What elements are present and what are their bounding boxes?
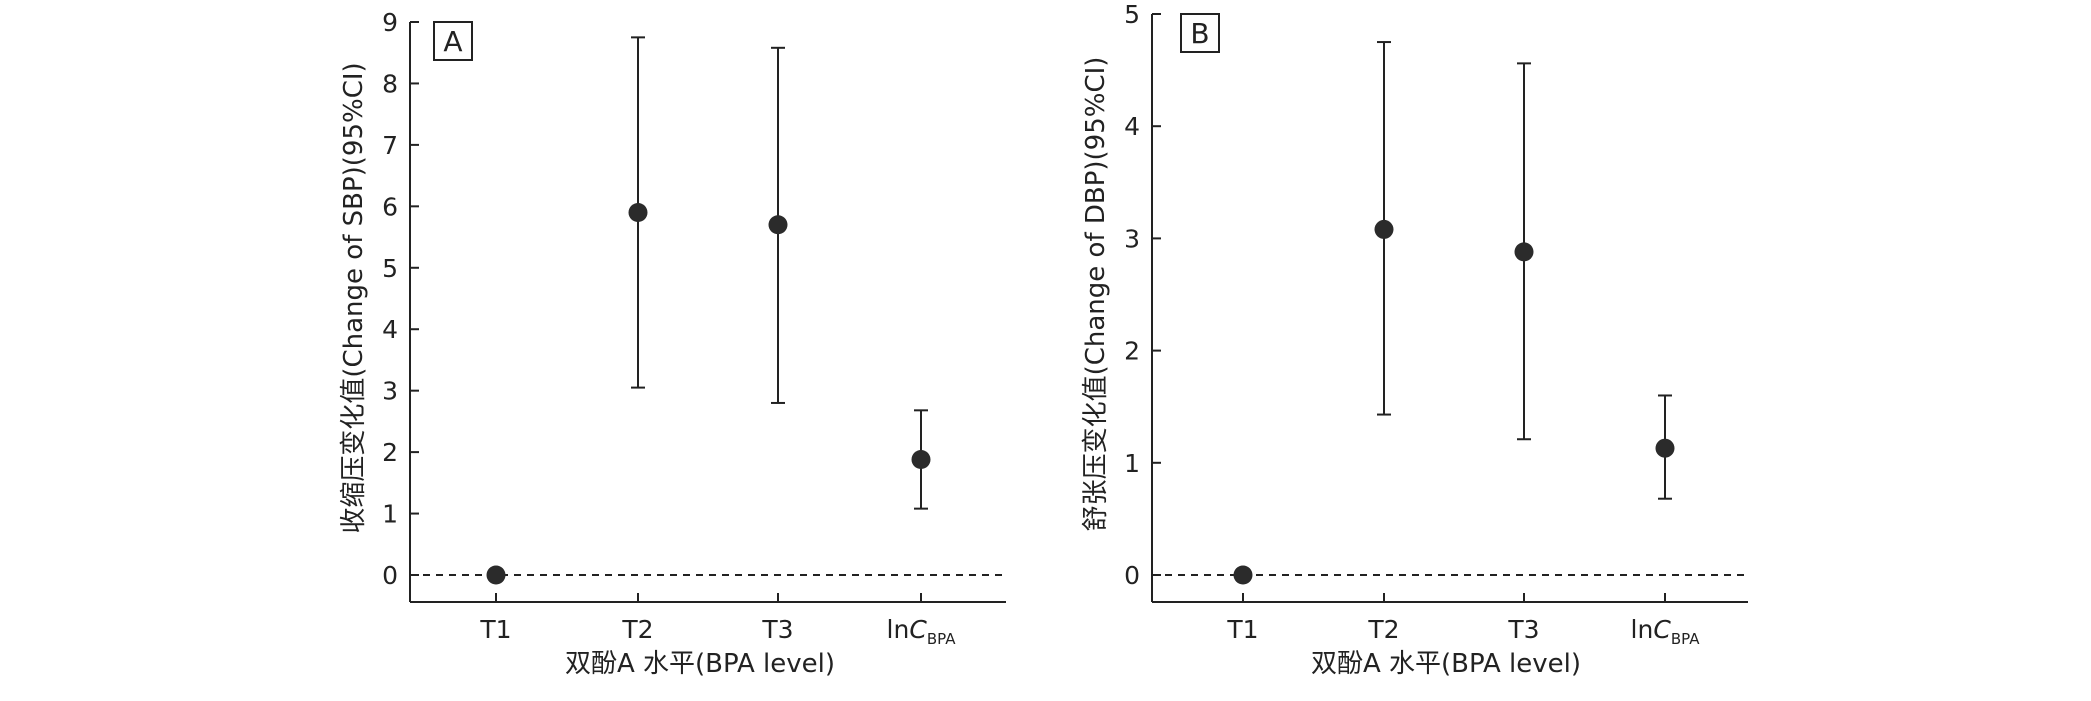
y-tick-label: 1	[382, 500, 398, 529]
data-point	[1514, 242, 1534, 262]
y-tick-label: 6	[382, 192, 398, 221]
y-tick-label: 2	[1124, 337, 1140, 366]
y-tick-label: 3	[382, 377, 398, 406]
data-point	[911, 449, 931, 469]
x-tick-label: T3	[761, 615, 793, 644]
y-axis-label: 收缩压变化值(Change of SBP)(95%CI)	[339, 62, 369, 533]
x-tick-label-main: T3	[761, 615, 793, 644]
x-tick-label-main: ln	[887, 615, 910, 644]
x-tick-label: T1	[479, 615, 511, 644]
panel-b: 0 1 2 3 4 5 T1 T2 T3 lnCBPA B 双酚A 水平(BPA level) 舒张压变…	[1081, 0, 1748, 679]
x-tick-label-italic: C	[909, 615, 927, 644]
y-tick-label: 4	[1124, 112, 1140, 141]
y-tick-label: 2	[382, 438, 398, 467]
y-tick-label: 9	[382, 8, 398, 37]
panel-label: B	[1190, 17, 1209, 50]
y-tick-label: 4	[382, 315, 398, 344]
x-tick-label-main: ln	[1631, 615, 1654, 644]
x-axis-label: 双酚A 水平(BPA level)	[1311, 649, 1581, 679]
data-point	[486, 565, 506, 585]
x-tick-label: T2	[1367, 615, 1399, 644]
y-tick-label: 8	[382, 69, 398, 98]
y-tick-label: 7	[382, 131, 398, 160]
panel-label-box	[433, 21, 473, 61]
y-tick-label: 5	[1124, 0, 1140, 29]
x-tick-label: T2	[621, 615, 653, 644]
panel-label-box	[1180, 13, 1220, 53]
y-axis-label: 舒张压变化值(Change of DBP)(95%CI)	[1081, 57, 1111, 532]
y-tick-label: 0	[1124, 561, 1140, 590]
y-tick-label: 1	[1124, 449, 1140, 478]
x-tick-label: lnCBPA	[887, 615, 957, 648]
y-tick-label: 3	[1124, 224, 1140, 253]
x-tick-label-main: T2	[621, 615, 653, 644]
x-tick-label-sub: BPA	[1671, 630, 1700, 648]
data-point	[768, 215, 788, 235]
panel-label: A	[443, 25, 462, 58]
x-tick-label-main: T1	[479, 615, 511, 644]
x-axis-label: 双酚A 水平(BPA level)	[565, 649, 835, 679]
x-tick-label: T1	[1226, 615, 1258, 644]
y-tick-label: 0	[382, 561, 398, 590]
data-point	[1655, 438, 1675, 458]
x-tick-label: T3	[1507, 615, 1539, 644]
data-point	[1233, 565, 1253, 585]
y-tick-label: 5	[382, 254, 398, 283]
panel-a: 0 1 2 3 4 5 6 7 8 9 T1 T2 T3 lnCBPA A 双酚A 水平(BPA level)…	[339, 8, 1006, 679]
x-tick-label: lnCBPA	[1631, 615, 1701, 648]
data-point	[628, 202, 648, 222]
x-tick-label-main: T1	[1226, 615, 1258, 644]
x-tick-label-sub: BPA	[927, 630, 956, 648]
x-tick-label-italic: C	[1653, 615, 1671, 644]
data-point	[1374, 219, 1394, 239]
x-tick-label-main: T2	[1367, 615, 1399, 644]
x-tick-label-main: T3	[1507, 615, 1539, 644]
